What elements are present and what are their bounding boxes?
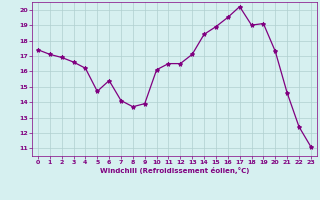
X-axis label: Windchill (Refroidissement éolien,°C): Windchill (Refroidissement éolien,°C) xyxy=(100,167,249,174)
